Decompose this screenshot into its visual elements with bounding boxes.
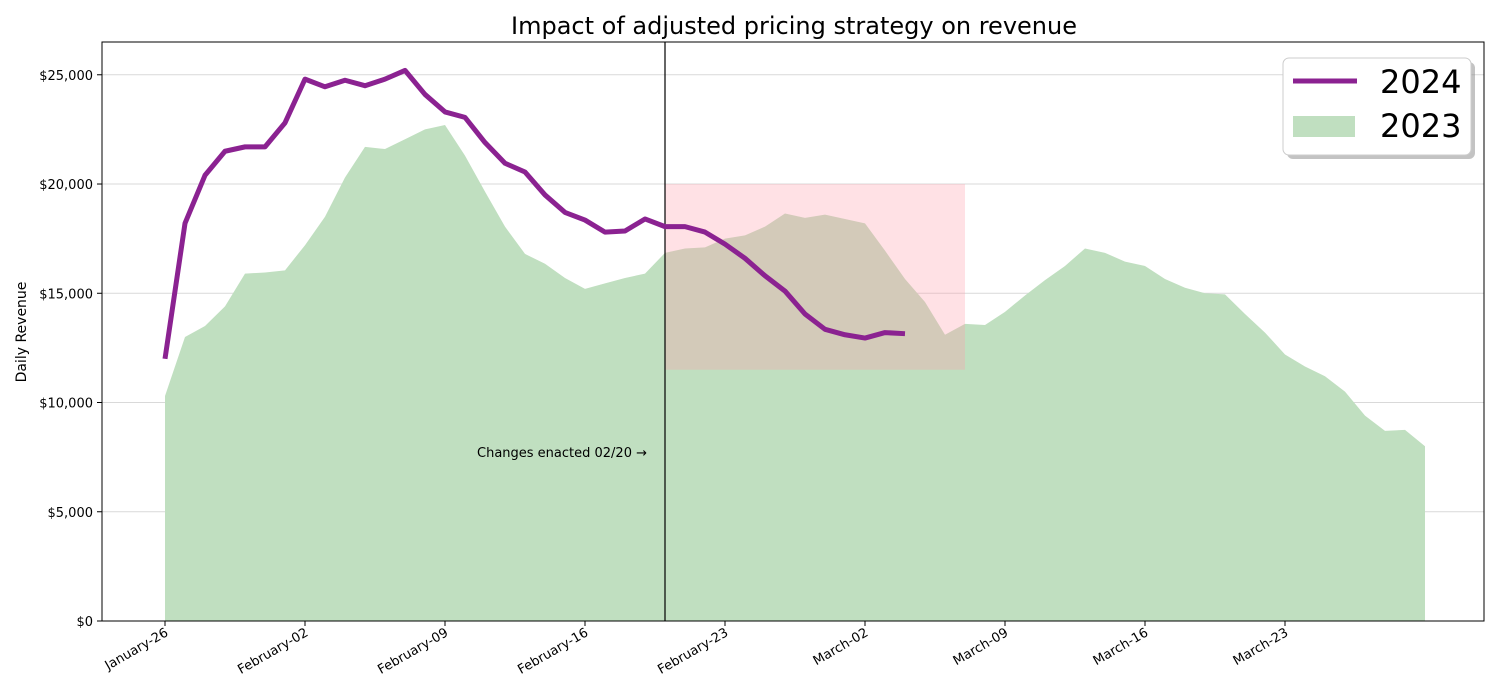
x-tick-label: February-23 [655, 625, 731, 677]
chart-title: Impact of adjusted pricing strategy on r… [511, 12, 1077, 40]
x-tick-label: March-09 [951, 625, 1011, 668]
series-2023-area [165, 125, 1425, 621]
y-tick-label: $15,000 [39, 287, 93, 302]
x-tick-label: February-02 [235, 625, 311, 677]
changes-enacted-label: Changes enacted 02/20 → [477, 446, 647, 461]
legend-label-2024: 2024 [1380, 63, 1461, 101]
x-tick-label: January-26 [102, 625, 171, 674]
y-axis-label: Daily Revenue [14, 282, 30, 383]
series-2024-line [162, 67, 906, 360]
x-tick-label: March-16 [1091, 625, 1151, 668]
plot-area: Changes enacted 02/20 → $0 $5,000 $10,000 $1… [39, 41, 1485, 678]
x-tick-label: March-23 [1231, 625, 1291, 668]
highlight-region [665, 184, 965, 370]
plot-frame [101, 41, 1485, 622]
y-tick-label: $10,000 [39, 397, 93, 412]
x-tick-label: February-09 [375, 625, 451, 677]
y-tick-label: $20,000 [39, 178, 93, 193]
legend-label-2023: 2023 [1380, 107, 1461, 145]
x-tick-label: March-02 [811, 625, 871, 668]
y-tick-label: $25,000 [39, 69, 93, 84]
x-tick-label: February-16 [515, 625, 591, 677]
y-tick-label: $0 [76, 615, 93, 630]
legend-swatch-2023 [1293, 116, 1355, 137]
legend: 2024 2023 [1282, 57, 1475, 159]
y-tick-label: $5,000 [48, 506, 94, 521]
